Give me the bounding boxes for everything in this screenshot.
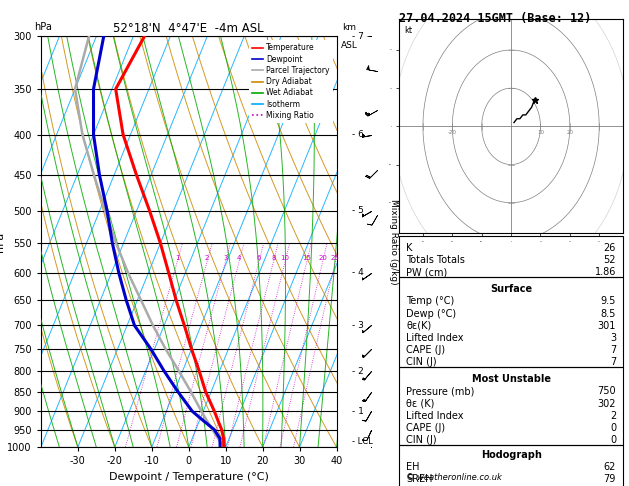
Text: 0: 0 [610, 435, 616, 445]
X-axis label: Dewpoint / Temperature (°C): Dewpoint / Temperature (°C) [109, 472, 269, 482]
Text: θε (K): θε (K) [406, 399, 435, 409]
Text: 10: 10 [537, 130, 544, 135]
Text: - 6: - 6 [352, 130, 364, 139]
Text: km: km [342, 23, 356, 33]
Text: - LCL: - LCL [352, 437, 372, 447]
Text: 9.5: 9.5 [601, 296, 616, 307]
Text: - 1: - 1 [352, 407, 364, 416]
Text: 301: 301 [598, 321, 616, 331]
Text: CIN (J): CIN (J) [406, 357, 437, 367]
Text: - 4: - 4 [352, 268, 364, 278]
Text: 1.86: 1.86 [594, 267, 616, 278]
Text: 2: 2 [205, 255, 209, 261]
Text: CAPE (J): CAPE (J) [406, 345, 445, 355]
Text: 750: 750 [598, 386, 616, 397]
Text: Lifted Index: Lifted Index [406, 333, 464, 343]
Text: 7: 7 [610, 345, 616, 355]
Y-axis label: hPa: hPa [0, 232, 4, 252]
Text: 52: 52 [603, 255, 616, 265]
Text: EH: EH [406, 462, 420, 472]
Bar [399, 277, 623, 367]
Text: 79: 79 [604, 474, 616, 484]
Text: 1: 1 [175, 255, 180, 261]
Text: 3: 3 [223, 255, 228, 261]
Text: 8.5: 8.5 [601, 309, 616, 319]
Text: PW (cm): PW (cm) [406, 267, 447, 278]
Text: SREH: SREH [406, 474, 433, 484]
Legend: Temperature, Dewpoint, Parcel Trajectory, Dry Adiabat, Wet Adiabat, Isotherm, Mi: Temperature, Dewpoint, Parcel Trajectory… [248, 40, 333, 123]
Text: 4: 4 [237, 255, 242, 261]
Bar [399, 445, 623, 486]
Bar [399, 236, 623, 277]
Text: 2: 2 [610, 411, 616, 421]
Text: Dewp (°C): Dewp (°C) [406, 309, 456, 319]
Text: Surface: Surface [490, 284, 532, 295]
Text: 302: 302 [598, 399, 616, 409]
Bar [399, 367, 623, 445]
Text: kt: kt [404, 26, 412, 35]
Text: 6: 6 [257, 255, 261, 261]
Text: θε(K): θε(K) [406, 321, 431, 331]
Text: 0: 0 [610, 423, 616, 433]
Text: 20: 20 [566, 130, 573, 135]
Text: ASL: ASL [341, 40, 357, 50]
Text: Totals Totals: Totals Totals [406, 255, 465, 265]
Text: Mixing Ratio (g/kg): Mixing Ratio (g/kg) [389, 199, 398, 285]
Text: K: K [406, 243, 413, 253]
Text: 10: 10 [281, 255, 289, 261]
Text: 20: 20 [318, 255, 327, 261]
Text: - 2: - 2 [352, 366, 364, 376]
Text: - 3: - 3 [352, 321, 364, 330]
Text: CAPE (J): CAPE (J) [406, 423, 445, 433]
Text: 15: 15 [303, 255, 311, 261]
Text: 62: 62 [604, 462, 616, 472]
Text: - 7: - 7 [352, 32, 364, 41]
Text: hPa: hPa [35, 21, 52, 32]
Text: Most Unstable: Most Unstable [472, 374, 550, 384]
Text: 3: 3 [610, 333, 616, 343]
Text: -20: -20 [448, 130, 457, 135]
Text: 8: 8 [271, 255, 276, 261]
Title: 52°18'N  4°47'E  -4m ASL: 52°18'N 4°47'E -4m ASL [113, 22, 264, 35]
Text: 26: 26 [604, 243, 616, 253]
Text: CIN (J): CIN (J) [406, 435, 437, 445]
Text: Pressure (mb): Pressure (mb) [406, 386, 474, 397]
Text: Hodograph: Hodograph [481, 450, 542, 460]
Text: © weatheronline.co.uk: © weatheronline.co.uk [406, 473, 501, 482]
Text: 25: 25 [331, 255, 340, 261]
Text: Lifted Index: Lifted Index [406, 411, 464, 421]
Text: - 5: - 5 [352, 206, 364, 215]
Text: 7: 7 [610, 357, 616, 367]
Text: Temp (°C): Temp (°C) [406, 296, 454, 307]
Text: 27.04.2024 15GMT (Base: 12): 27.04.2024 15GMT (Base: 12) [399, 12, 592, 25]
